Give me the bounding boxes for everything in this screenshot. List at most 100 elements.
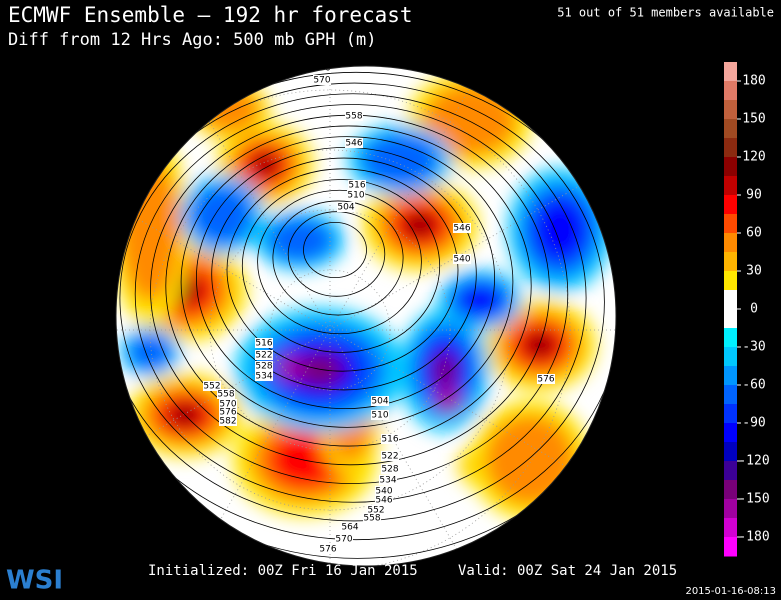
- contour: [257, 189, 422, 335]
- contour-label: 540: [375, 487, 392, 497]
- contour-label-bg: [335, 534, 353, 544]
- contour-label-bg: [217, 389, 235, 399]
- contour-label: 546: [375, 496, 392, 506]
- members: 51 out of 51 members available: [557, 6, 774, 20]
- anomaly: [265, 217, 335, 263]
- colorbar-segment: [724, 385, 737, 405]
- contour-label: 546: [453, 224, 470, 234]
- contour: [134, 104, 569, 484]
- colorbar-tick-label: -150: [738, 492, 769, 507]
- contour-label: 582: [219, 417, 236, 427]
- globe-edge: [115, 65, 617, 567]
- contour-label-bg: [347, 190, 365, 200]
- colorbar-segment: [724, 347, 737, 367]
- contour-label: 516: [348, 181, 365, 191]
- contour-label: 522: [255, 351, 272, 361]
- contour-label: 552: [367, 506, 384, 516]
- colorbar-tick-label: 120: [742, 150, 765, 165]
- contour-label: 546: [345, 139, 362, 149]
- colorbar-segment: [724, 499, 737, 519]
- anomaly: [251, 153, 279, 177]
- colorbar-segment: [724, 404, 737, 424]
- contour-label-bg: [375, 486, 393, 496]
- colorbar-tick-label: 180: [742, 74, 765, 89]
- anomaly: [532, 197, 588, 263]
- contour-label: 534: [255, 372, 272, 382]
- colorbar-tick-label: 90: [746, 188, 762, 203]
- contour-label-bg: [337, 202, 355, 212]
- contour-label-bg: [367, 505, 385, 515]
- title: ECMWF Ensemble — 192 hr forecast: [8, 3, 413, 27]
- anomaly: [360, 133, 440, 187]
- contour-label: 510: [347, 191, 364, 201]
- colorbar-tick-label: -90: [742, 416, 765, 431]
- contour: [303, 221, 367, 278]
- logo: WSI: [6, 566, 63, 596]
- contour: [272, 200, 404, 316]
- colorbar-segment: [724, 537, 737, 557]
- colorbar-segment: [724, 309, 737, 329]
- contour-label-bg: [319, 544, 337, 554]
- anomaly: [403, 212, 437, 238]
- colorbar-tick-label: 0: [750, 302, 758, 317]
- contour-label-bg: [375, 495, 393, 505]
- colorbar-segment: [724, 271, 737, 291]
- contour-label-bg: [381, 434, 399, 444]
- colorbar-segment: [724, 81, 737, 101]
- contour: [165, 125, 532, 447]
- contour-label: 564: [341, 523, 358, 533]
- map: 5765705585465165105045465405165225285345…: [116, 66, 616, 566]
- colorbar-segment: [724, 290, 737, 310]
- timestamp: 2015-01-16-08:13: [685, 586, 776, 597]
- contour-label-bg: [363, 513, 381, 523]
- anomaly: [458, 284, 502, 316]
- colorbar-segment: [724, 214, 737, 234]
- colorbar-tick-label: -30: [742, 340, 765, 355]
- contour: [119, 93, 587, 503]
- anomaly: [432, 352, 458, 388]
- colorbar-segment: [724, 423, 737, 443]
- graticule: [116, 66, 616, 566]
- anomaly: [524, 332, 556, 358]
- contour-label-bg: [255, 338, 273, 348]
- contour-label: 576: [319, 545, 336, 555]
- contour-label-bg: [453, 223, 471, 233]
- contour: [116, 66, 616, 559]
- colorbar-tick-label: -60: [742, 378, 765, 393]
- anomaly: [276, 354, 304, 382]
- anomaly: [296, 352, 344, 388]
- colorbar-segment: [724, 480, 737, 500]
- contour-label-bg: [345, 138, 363, 148]
- contour-labels: 5765705585465165105045465405165225285345…: [203, 66, 555, 555]
- anomaly: [434, 386, 462, 414]
- contour-label: 504: [371, 397, 388, 407]
- contour-label-bg: [255, 350, 273, 360]
- contour-label: 570: [313, 76, 330, 86]
- contour-label-bg: [219, 399, 237, 409]
- colorbar-segment: [724, 195, 737, 215]
- contour-label: 576: [219, 408, 236, 418]
- contour: [241, 179, 441, 353]
- colorbar-tick-label: -120: [738, 454, 769, 469]
- colorbar-segment: [724, 461, 737, 481]
- colorbar-segment: [724, 100, 737, 120]
- colorbar-segment: [724, 366, 737, 386]
- colorbar-tick-label: 30: [746, 264, 762, 279]
- contour-label: 570: [219, 400, 236, 410]
- contour-label-bg: [348, 180, 366, 190]
- colorbar-tick-label: 150: [742, 112, 765, 127]
- contour-label: 558: [363, 514, 380, 524]
- contour-label: 510: [371, 411, 388, 421]
- colorbar-tick-label: 60: [746, 226, 762, 241]
- contour: [211, 157, 477, 391]
- contour-label: 534: [379, 476, 396, 486]
- contour-label: 540: [453, 255, 470, 265]
- valid: Valid: 00Z Sat 24 Jan 2015: [458, 563, 677, 579]
- colorbar-segment: [724, 328, 737, 348]
- contour-label: 576: [537, 375, 554, 385]
- anomaly: [422, 83, 518, 157]
- anomaly: [190, 184, 254, 246]
- colorbar-segment: [724, 62, 737, 82]
- colorbar-segment: [724, 518, 737, 538]
